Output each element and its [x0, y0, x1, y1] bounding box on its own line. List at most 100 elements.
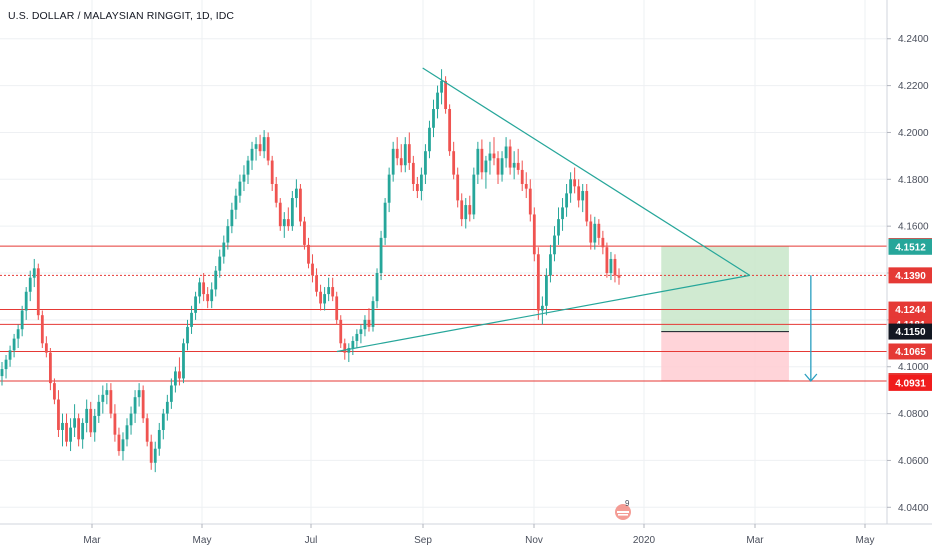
candle: [403, 137, 407, 173]
candle-body: [125, 425, 129, 440]
candle-body: [399, 158, 403, 166]
candle: [573, 167, 577, 194]
price-badge[interactable]: 4.1065: [888, 343, 932, 360]
candle: [565, 183, 568, 217]
candle-body: [109, 390, 113, 414]
candle-body: [141, 390, 145, 419]
candle-body: [545, 275, 548, 306]
candle: [553, 226, 556, 262]
price-tick-label: 4.2400: [898, 34, 929, 45]
candle: [456, 167, 460, 208]
candle: [286, 207, 290, 231]
target-arrow-head: [804, 373, 818, 383]
price-badge[interactable]: 4.0931: [888, 374, 932, 391]
candle: [367, 308, 371, 332]
price-badge[interactable]: 4.1150: [888, 323, 932, 340]
candle-body: [65, 422, 68, 442]
candle: [323, 287, 327, 311]
candle-body: [121, 439, 125, 452]
time-tick-label: Nov: [525, 535, 543, 546]
candle-body: [161, 413, 165, 430]
candle-body: [472, 174, 476, 215]
candle-body: [238, 181, 242, 196]
candle-body: [593, 223, 597, 243]
candle-body: [500, 158, 504, 175]
tradingview-logo-icon[interactable]: 9: [611, 497, 635, 521]
price-badge-label: 4.1390: [895, 271, 926, 282]
candle-body: [198, 282, 202, 297]
triangle-upper-trendline: [422, 67, 751, 276]
candle: [540, 296, 544, 325]
price-axis[interactable]: 4.04004.06004.08004.10004.12004.14004.16…: [886, 0, 932, 524]
price-badge[interactable]: 4.1512: [888, 238, 932, 255]
candle-body: [452, 151, 456, 175]
price-badge[interactable]: 4.1390: [888, 267, 932, 284]
candle: [226, 219, 230, 250]
candle-body: [190, 312, 193, 327]
candle-body: [307, 244, 310, 264]
candle: [500, 151, 504, 182]
candle: [407, 132, 411, 170]
candle-body: [230, 209, 234, 227]
candle-body: [444, 80, 447, 110]
price-badge-label: 4.1150: [895, 327, 925, 338]
candle: [476, 141, 480, 184]
time-axis[interactable]: Mar May Jul Sep Nov 2020 Mar May: [0, 523, 932, 546]
time-tick-label: Jul: [305, 535, 318, 546]
price-badge-label: 4.0931: [895, 378, 926, 389]
price-badge[interactable]: 4.1244: [888, 301, 932, 318]
candle: [460, 193, 464, 227]
candle-body: [234, 195, 238, 210]
time-tick-label: May: [856, 535, 875, 546]
candle-body: [186, 326, 189, 344]
candle-body: [415, 183, 419, 192]
candle: [16, 324, 20, 348]
candle: [169, 378, 173, 409]
candle: [206, 287, 210, 309]
price-badge-bg: [888, 238, 932, 255]
candle-body: [202, 282, 206, 295]
candle: [182, 338, 185, 384]
candle: [12, 333, 16, 358]
time-tick-label: Sep: [414, 535, 432, 546]
candlestick-series: [0, 69, 621, 473]
price-tick-label: 4.0400: [898, 503, 929, 514]
candle-body: [480, 148, 484, 173]
candle-body: [395, 148, 399, 159]
candle: [311, 254, 314, 283]
candle: [432, 99, 435, 138]
candle-body: [343, 343, 347, 353]
candle: [266, 132, 270, 166]
candle-body: [32, 268, 36, 278]
candle-body: [93, 415, 97, 433]
candle-body: [565, 193, 568, 208]
candle-body: [549, 254, 552, 276]
candle: [254, 137, 258, 161]
time-tick-label: 2020: [633, 535, 656, 546]
candle: [210, 282, 214, 309]
price-tick-label: 4.1600: [898, 222, 929, 233]
candle-body: [206, 294, 210, 302]
candle: [258, 134, 262, 156]
candle: [77, 413, 81, 447]
candle: [20, 305, 24, 337]
candle-body: [379, 237, 383, 274]
candle-body: [476, 148, 480, 175]
candle: [69, 418, 72, 452]
candle: [105, 383, 109, 405]
candle-body: [303, 221, 306, 245]
candle-body: [73, 418, 76, 428]
candle: [89, 401, 93, 438]
candle: [399, 144, 403, 173]
candle-body: [101, 394, 105, 402]
candle-body: [36, 268, 40, 316]
candle: [335, 291, 339, 325]
candle: [174, 366, 177, 393]
candle-body: [363, 319, 367, 330]
candle: [40, 310, 44, 348]
candle-body: [589, 221, 593, 243]
candle: [415, 176, 419, 199]
candle: [375, 268, 379, 309]
candle: [238, 174, 242, 203]
